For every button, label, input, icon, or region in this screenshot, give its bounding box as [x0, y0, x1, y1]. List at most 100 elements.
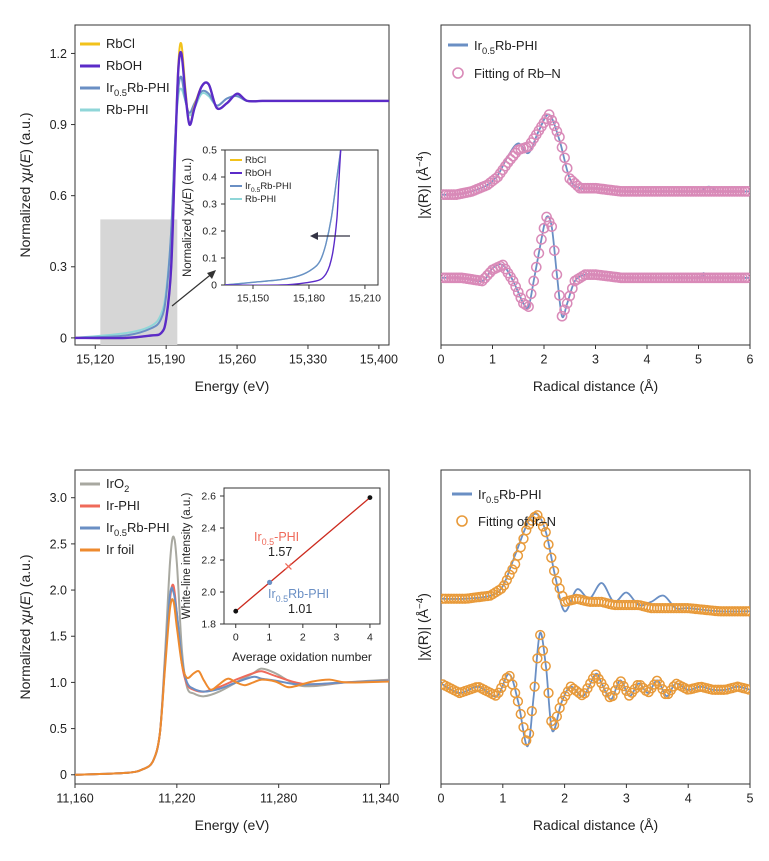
- data-point: [536, 234, 547, 245]
- point-Ir foil: [233, 608, 239, 614]
- data-point: [535, 629, 546, 641]
- data-point: [505, 154, 516, 165]
- inset-line-Ir0.5Rb-PHI: [225, 150, 342, 285]
- data-point: [498, 580, 510, 591]
- label-part: Ir: [268, 587, 276, 601]
- legend-label: Rb-PHI: [106, 102, 149, 117]
- legend-circle: [452, 67, 464, 79]
- y-tick-label: 0.3: [202, 199, 217, 211]
- data-point: [610, 685, 621, 696]
- legend-label: RbOH: [106, 58, 142, 73]
- data-point: [566, 283, 578, 294]
- x-tick-label: 5: [695, 353, 702, 367]
- data-point: [546, 552, 557, 563]
- data-point: [540, 527, 551, 538]
- fit-circles: [441, 510, 750, 617]
- data-point: [548, 245, 560, 256]
- y-tick-label: 0.4: [202, 172, 217, 184]
- y-axis-label: |χ(R)| (Å−4): [415, 151, 431, 219]
- data-point: [496, 583, 507, 594]
- label-part: Rb-PHI: [127, 520, 170, 535]
- data-point: [551, 269, 563, 280]
- data-point: [502, 157, 514, 168]
- label-part: 0.5: [482, 46, 495, 56]
- data-point: [624, 690, 635, 701]
- x-tick-label: 15,260: [218, 353, 256, 367]
- x-tick-label: 0: [233, 632, 239, 644]
- label-part: ) (a.u.): [182, 158, 194, 192]
- series-line-RbOH: [75, 50, 389, 340]
- data-point: [530, 261, 542, 273]
- data-point: [556, 142, 568, 153]
- x-tick-label: 1: [266, 632, 272, 644]
- x-tick-label: 15,180: [293, 293, 325, 305]
- x-tick-label: 11,160: [56, 792, 93, 806]
- y-tick-label: 3.0: [50, 491, 67, 505]
- data-point: [572, 180, 583, 192]
- data-point: [512, 696, 524, 707]
- data-point: [493, 687, 504, 698]
- label-part: E: [182, 192, 194, 200]
- data-point: [523, 728, 535, 739]
- x-axis-label: Radical distance (Å): [533, 378, 658, 394]
- data-point: [533, 247, 545, 259]
- label-part: μ: [17, 167, 33, 176]
- inset-x-axis-label: Average oxidation number: [232, 650, 372, 664]
- label-part: (: [182, 199, 194, 203]
- data-point: [496, 682, 507, 693]
- x-axis-label: Radical distance (Å): [533, 817, 658, 833]
- data-point: [532, 510, 543, 521]
- zoom-arrow: [171, 271, 215, 307]
- label-part: -PHI: [274, 530, 299, 544]
- data-point: [532, 653, 543, 664]
- label-part: E: [17, 153, 33, 163]
- label-part: |χ(R)| (Å: [415, 166, 431, 219]
- x-tick-label: 3: [592, 353, 599, 367]
- data-point: [573, 687, 585, 699]
- data-point: [538, 222, 550, 234]
- annotation-label: Ir0.5Rb-PHI: [268, 587, 329, 604]
- x-tick-label: 0: [438, 353, 445, 367]
- y-tick-label: 0.5: [50, 722, 67, 736]
- data-point: [501, 672, 512, 684]
- shift-arrow-head: [310, 232, 318, 240]
- data-point: [515, 708, 526, 720]
- label-part: (: [17, 605, 33, 610]
- label-part: Ir: [474, 38, 483, 53]
- data-point: [740, 606, 750, 617]
- data-point: [559, 304, 570, 316]
- label-part: |χ(R)| (Å: [415, 608, 431, 661]
- data-point: [554, 131, 565, 143]
- label-part: 0.5: [276, 594, 289, 604]
- data-point: [512, 286, 524, 298]
- data-point: [564, 290, 576, 302]
- x-tick-label: 15,210: [349, 293, 381, 305]
- label-part: Normalized χ: [17, 617, 33, 700]
- y-tick-label: 1.8: [201, 619, 216, 631]
- label-part: Normalized χ: [182, 210, 194, 277]
- data-point: [501, 574, 512, 586]
- y-tick-label: 0.5: [202, 145, 217, 157]
- legend-label: IrO2: [106, 476, 129, 494]
- y-tick-label: 2.0: [50, 583, 67, 597]
- data-point: [493, 585, 504, 596]
- legend-label: Ir0.5Rb-PHI: [106, 520, 170, 538]
- data-point: [515, 292, 527, 304]
- label-part: −4: [415, 597, 426, 609]
- y-axis-label: Normalized χμ(E) (a.u.): [17, 113, 33, 258]
- legend-label: RbCl: [106, 36, 135, 51]
- x-axis-label: Energy (eV): [195, 817, 270, 833]
- label-part: Normalized χ: [17, 175, 33, 258]
- data-point: [561, 298, 573, 309]
- y-tick-label: 0.9: [50, 118, 67, 132]
- data-point: [543, 109, 555, 120]
- data-point: [535, 515, 546, 527]
- fit-circles: [441, 629, 750, 746]
- x-tick-label: 1: [499, 792, 506, 806]
- label-part: ) (a.u.): [17, 555, 33, 596]
- legend-label: Ir0.5Rb-PHI: [478, 487, 542, 505]
- y-tick-label: 0.6: [50, 189, 67, 203]
- label-part: E: [17, 595, 33, 605]
- data-point: [518, 722, 529, 733]
- y-tick-label: 0: [60, 331, 67, 345]
